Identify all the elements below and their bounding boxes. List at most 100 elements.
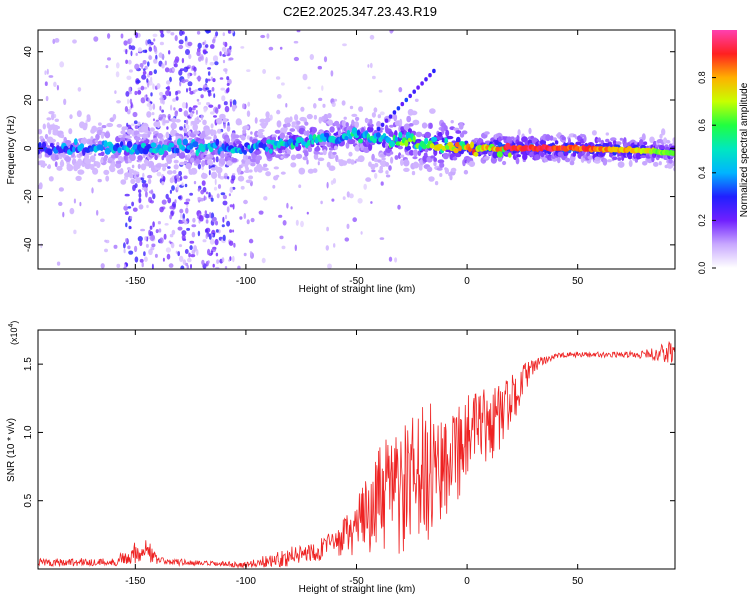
heatmap-speckle (179, 30, 183, 36)
heatmap-speckle (134, 125, 139, 130)
heatmap-halo-blob (100, 158, 104, 164)
heatmap-speckle (179, 208, 184, 214)
heatmap-speckle (93, 36, 99, 42)
heatmap-halo-blob (209, 160, 214, 166)
heatmap-halo-blob (46, 117, 52, 121)
heatmap-speckle (203, 107, 207, 113)
heatmap-halo-blob (54, 118, 59, 123)
heatmap-speckle (96, 209, 99, 216)
heatmap-halo-blob (554, 140, 559, 145)
heatmap-speckle (185, 102, 188, 109)
heatmap-ridge-blob (444, 137, 448, 144)
heatmap-speckle (205, 87, 210, 90)
heatmap-speckle (193, 71, 197, 76)
heatmap-speckle (220, 192, 226, 196)
heatmap-speckle (223, 68, 228, 72)
heatmap-speckle (214, 61, 219, 66)
heatmap-halo-blob (368, 123, 374, 128)
heatmap-halo-blob (237, 175, 245, 182)
heatmap-speckle (130, 123, 135, 127)
heatmap-speckle (250, 131, 253, 135)
heatmap-halo-blob (76, 160, 83, 167)
heatmap-streak-blob (412, 89, 417, 94)
heatmap-halo-blob (211, 171, 218, 179)
heatmap-speckle (132, 184, 136, 192)
heatmap-speckle (188, 53, 192, 60)
heatmap-ridge-blob (192, 141, 199, 148)
heatmap-speckle (222, 194, 227, 200)
heatmap-speckle (187, 72, 191, 79)
heatmap-halo-blob (464, 140, 469, 145)
heatmap-halo-blob (672, 137, 675, 143)
heatmap-halo-blob (205, 128, 211, 136)
x-tick-label: 50 (572, 576, 584, 587)
heatmap-halo-blob (343, 116, 347, 120)
heatmap-halo-blob (133, 171, 140, 175)
heatmap-speckle (142, 172, 145, 179)
heatmap-halo-blob (156, 121, 161, 129)
heatmap-halo-blob (38, 182, 43, 190)
heatmap-halo-blob (200, 173, 208, 179)
heatmap-halo-blob (348, 138, 356, 145)
heatmap-halo-blob (477, 137, 482, 145)
heatmap-speckle (190, 254, 196, 258)
heatmap-speckle (388, 256, 393, 262)
heatmap-speckle (152, 221, 155, 228)
heatmap-halo-blob (64, 156, 72, 163)
heatmap-speckle (148, 248, 153, 256)
heatmap-speckle (188, 137, 193, 141)
heatmap-speckle (162, 166, 167, 172)
heatmap-speckle (174, 179, 178, 184)
heatmap-speckle (219, 176, 225, 180)
heatmap-speckle (177, 226, 183, 231)
heatmap-speckle (197, 101, 202, 105)
heatmap-speckle (176, 184, 180, 191)
heatmap-halo-blob (289, 116, 293, 123)
heatmap-speckle (397, 204, 401, 210)
heatmap-speckle (298, 184, 302, 188)
heatmap-speckle (152, 118, 156, 122)
heatmap-speckle (266, 33, 270, 39)
heatmap-speckle (150, 101, 153, 104)
heatmap-speckle (201, 180, 206, 186)
heatmap-speckle (278, 214, 283, 218)
heatmap-speckle (243, 252, 247, 257)
heatmap-ridge-blob (470, 141, 474, 149)
heatmap-speckle (217, 184, 222, 189)
heatmap-streak-blob (396, 106, 401, 111)
heatmap-ridge-blob (104, 147, 111, 155)
heatmap-halo-blob (424, 131, 432, 139)
heatmap-halo-blob (640, 155, 647, 159)
heatmap-halo-blob (617, 157, 622, 161)
heatmap-halo-blob (100, 132, 105, 139)
heatmap-speckle (169, 233, 174, 238)
heatmap-speckle (243, 213, 247, 219)
heatmap-speckle (207, 78, 211, 82)
heatmap-speckle (189, 90, 194, 95)
heatmap-halo-blob (322, 103, 326, 108)
snr-scale-prefix: (x10 (9, 327, 19, 345)
heatmap-speckle (181, 234, 186, 241)
heatmap-halo-blob (128, 168, 135, 174)
heatmap-ridge-blob (158, 148, 165, 155)
heatmap-speckle (169, 189, 172, 194)
heatmap-speckle (173, 63, 178, 68)
heatmap-speckle (203, 195, 206, 201)
heatmap-speckle (157, 221, 161, 225)
heatmap-halo-blob (197, 140, 203, 144)
heatmap-ridge-blob (115, 143, 120, 148)
heatmap-speckle (226, 206, 230, 213)
heatmap-speckle (162, 175, 166, 182)
heatmap-speckle (40, 243, 43, 249)
heatmap-speckle (178, 170, 183, 177)
heatmap-speckle (232, 203, 235, 210)
heatmap-halo-blob (455, 136, 461, 144)
heatmap-halo-blob (160, 163, 166, 167)
heatmap-speckle (54, 161, 58, 168)
heatmap-speckle (174, 199, 177, 204)
heatmap-halo-blob (159, 140, 162, 145)
heatmap-halo-blob (605, 138, 610, 143)
heatmap-speckle (394, 257, 398, 263)
heatmap-speckle (184, 35, 188, 43)
heatmap-speckle (97, 178, 102, 183)
